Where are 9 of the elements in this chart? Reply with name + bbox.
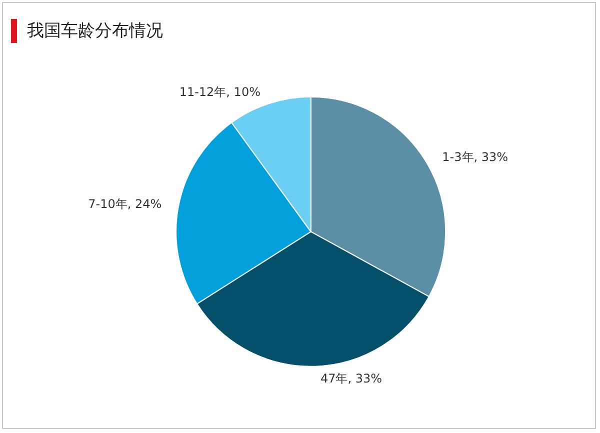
slice-label: 7-10年 [88,197,128,212]
slice-label: 11-12年 [179,85,226,100]
slice-label: 1-3年 [442,150,474,164]
data-label: , 24% [127,197,162,212]
data-label: , 33% [348,371,382,386]
data-label: , 33% [474,150,508,164]
chart-title: 我国车龄分布情况 [27,20,163,43]
slice-label: 47年 [320,371,348,386]
data-label: , 10% [226,85,260,100]
